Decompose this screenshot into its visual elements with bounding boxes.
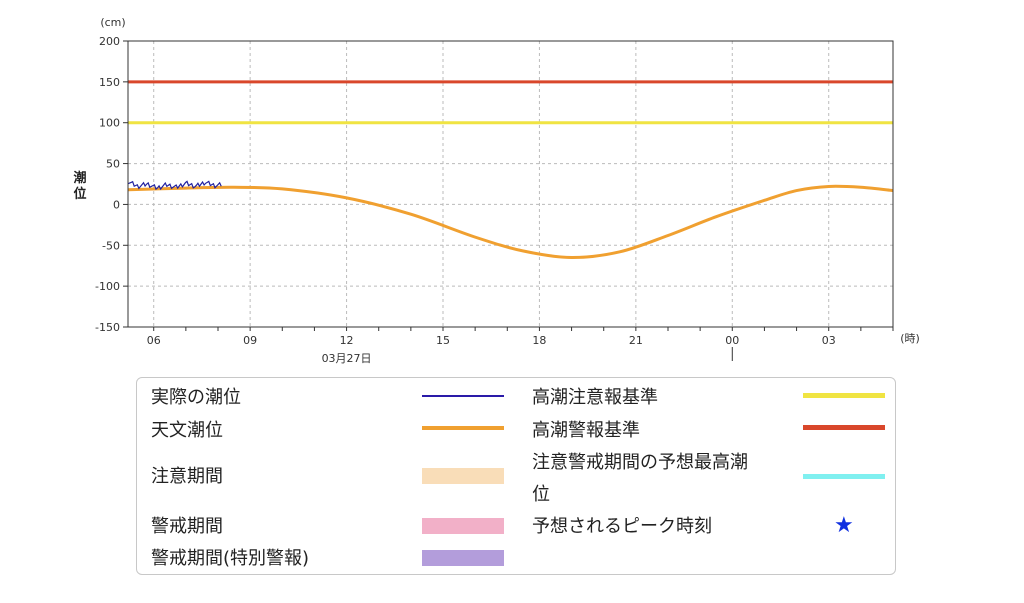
legend-label-astronomical-tide: 天文潮位 <box>151 420 223 441</box>
legend-label-forecast-peak-time: 予想されるピーク時刻 <box>532 516 712 537</box>
tick-label-x: 00 <box>725 334 739 347</box>
legend-label-actual-tide: 実際の潮位 <box>151 387 241 408</box>
legend-swatch-warning-criterion <box>803 425 885 430</box>
series-line-astronomical-tide <box>127 184 894 260</box>
tide-chart: 200 150 100 50 0 -50 -100 -150 06 09 12 15 18 21 00 03 (… <box>73 16 919 365</box>
tick-label-y: -50 <box>102 239 120 252</box>
legend-swatch-caution-period <box>422 468 504 484</box>
tick-label-y: 0 <box>113 198 120 211</box>
legend-label-warning-criterion: 高潮警報基準 <box>532 420 640 441</box>
star-icon: ★ <box>834 513 854 538</box>
series-layer <box>127 80 894 260</box>
tick-label-y: 50 <box>106 158 120 171</box>
legend: 実際の潮位 天文潮位 注意期間 警戒期間 警戒期間(特別警報) 高潮注意報基準 … <box>136 377 896 575</box>
tick-label-x: 09 <box>243 334 257 347</box>
y-axis-title: 潮位 <box>73 170 86 202</box>
legend-swatch-special-warning-period <box>422 550 504 566</box>
legend-swatch-astronomical-tide <box>422 426 504 430</box>
legend-swatch-warning-period <box>422 518 504 534</box>
tick-label-y: -100 <box>95 280 120 293</box>
tick-label-x: 03 <box>822 334 836 347</box>
tick-label-y: -150 <box>95 321 120 334</box>
series-line-actual-tide <box>127 180 222 191</box>
tick-label-x: 06 <box>147 334 161 347</box>
legend-label-special-warning-period: 警戒期間(特別警報) <box>151 548 310 569</box>
tick-label-y: 150 <box>99 76 120 89</box>
legend-label-caution-period: 注意期間 <box>151 466 223 487</box>
grid <box>128 41 893 327</box>
axes: 200 150 100 50 0 -50 -100 -150 06 09 12 15 18 21 00 03 (… <box>73 16 919 365</box>
tick-label-y: 100 <box>99 117 120 130</box>
plot-frame <box>127 40 894 328</box>
x-unit-label: (時) <box>900 332 920 345</box>
legend-label-forecast-max-tide-line1: 注意警戒期間の予想最高潮 <box>532 452 748 473</box>
tick-label-x: 15 <box>436 334 450 347</box>
legend-swatch-advisory-criterion <box>803 393 885 398</box>
tick-label-x: 12 <box>340 334 354 347</box>
tick-label-x: 21 <box>629 334 643 347</box>
tick-label-x: 18 <box>532 334 546 347</box>
legend-label-advisory-criterion: 高潮注意報基準 <box>532 387 658 408</box>
legend-swatch-actual-tide <box>422 395 504 397</box>
date-label: 03月27日 <box>322 352 372 365</box>
y-unit-label: (cm) <box>100 16 125 29</box>
legend-swatch-forecast-max-tide <box>803 474 885 479</box>
legend-label-warning-period: 警戒期間 <box>151 516 223 537</box>
legend-label-forecast-max-tide-line2: 位 <box>532 484 550 505</box>
tick-label-y: 200 <box>99 35 120 48</box>
